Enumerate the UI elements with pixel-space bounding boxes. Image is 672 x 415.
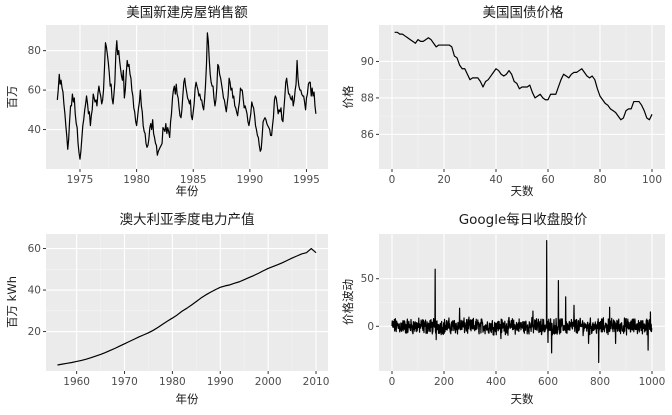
series-line [56,32,317,160]
y-axis-title: 百万 [5,86,19,109]
x-tick-label: 800 [590,376,610,388]
y-tick-label: 60 [28,85,41,97]
y-tick-label: 80 [28,45,41,57]
plot-area [46,234,328,371]
x-tick-label: 600 [538,376,558,388]
chart-title: 澳大利亚季度电力产值 [120,212,255,228]
x-tick-label: 1970 [111,376,138,388]
x-tick-label: 2000 [255,376,282,388]
y-tick-label: 90 [361,56,374,68]
x-tick-label: 1990 [236,174,263,186]
x-tick-label: 1985 [180,174,207,186]
x-tick-label: 2010 [303,376,330,388]
chart-title: Google每日收盘股价 [459,211,588,228]
chart-panel-treasury-price: 美国国债价格 0 20 40 60 80 100 86 88 90 天数 价格 [341,5,665,198]
x-tick-label: 0 [389,174,396,186]
y-axis-title: 价格 [341,85,355,108]
x-axis-title: 天数 [511,392,534,406]
series-line [57,247,317,366]
x-tick-label: 20 [437,174,450,186]
x-tick-label: 200 [434,376,454,388]
y-tick-label: 88 [361,92,374,104]
x-axis-title: 年份 [176,184,199,198]
x-tick-label: 1000 [639,376,666,388]
x-tick-label: 1960 [63,376,90,388]
x-tick-label: 1975 [67,174,94,186]
x-tick-label: 1995 [293,174,320,186]
y-tick-label: 20 [28,326,41,338]
x-tick-label: 400 [486,376,506,388]
y-tick-label: 60 [28,243,41,255]
series-line [391,240,653,364]
y-tick-label: 0 [367,321,374,333]
y-axis-title: 百万 kWh [5,276,19,328]
x-tick-label: 1980 [159,376,186,388]
y-axis-title: 价格波动 [341,279,355,325]
x-tick-label: 1990 [207,376,234,388]
x-tick-label: 80 [593,174,606,186]
y-tick-label: 86 [361,129,375,141]
x-axis-title: 天数 [511,184,534,198]
y-tick-label: 40 [28,285,41,297]
x-axis-title: 年份 [176,392,199,406]
x-tick-label: 1980 [123,174,150,186]
chart-panel-google-stock: Google每日收盘股价 0 200 400 600 800 1000 0 50 天数 价格波… [341,211,665,406]
series-line [394,31,653,121]
x-tick-label: 100 [642,174,662,186]
x-tick-label: 0 [389,376,396,388]
chart-title: 美国新建房屋销售额 [126,5,248,21]
chart-title: 美国国债价格 [483,5,564,21]
y-tick-label: 40 [28,124,41,136]
x-tick-label: 40 [489,174,502,186]
x-tick-label: 60 [541,174,554,186]
chart-panel-electricity: 澳大利亚季度电力产值 1960 1970 1980 1990 2000 2010 20 40 6… [5,212,329,406]
y-tick-label: 50 [361,273,374,285]
